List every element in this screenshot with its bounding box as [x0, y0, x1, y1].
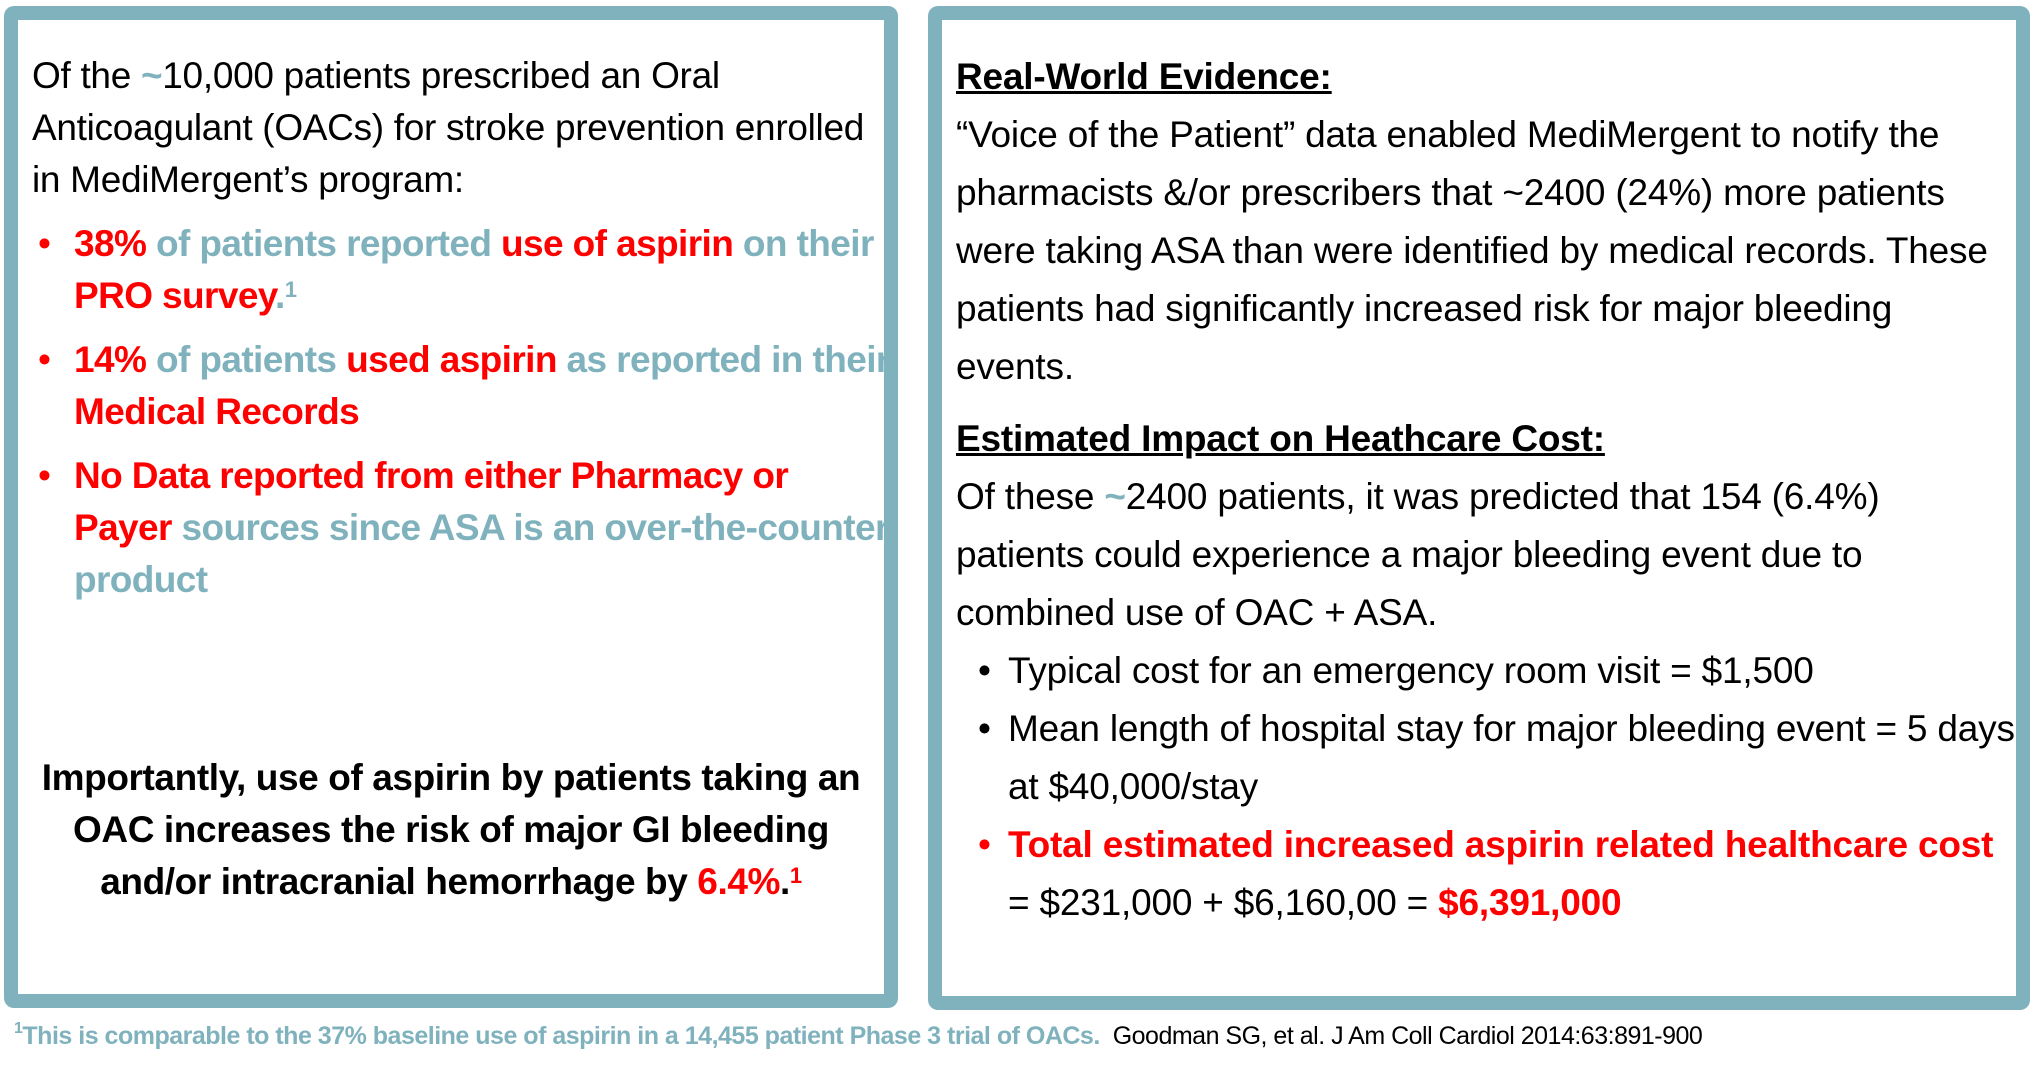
t: 14% — [74, 339, 147, 380]
t: No Data reported from either Pharmacy or… — [74, 455, 789, 548]
t: = $231,000 + $6,160,00 = — [1008, 882, 1439, 923]
t: Total estimated increased aspirin relate… — [1008, 824, 1994, 865]
t: 2400 patients, it was predicted that 154… — [956, 476, 1880, 633]
cost-impact-text: Of these ~2400 patients, it was predicte… — [956, 468, 2016, 642]
finding-medical-records: 14% of patients used aspirin as reported… — [32, 334, 892, 438]
intro-part: 10,000 patients prescribed an Oral Antic… — [32, 55, 865, 200]
evidence-panel: Real-World Evidence: “Voice of the Patie… — [928, 6, 2030, 1010]
patient-program-panel: Of the ~10,000 patients prescribed an Or… — [4, 6, 898, 1008]
finding-no-data: No Data reported from either Pharmacy or… — [32, 450, 892, 606]
importance-statement: Importantly, use of aspirin by patients … — [28, 752, 874, 908]
citation: Goodman SG, et al. J Am Coll Cardiol 201… — [1112, 1022, 1703, 1050]
intro-part: Of the — [32, 55, 141, 96]
t: sources since ASA is an over-the-counter… — [74, 507, 889, 600]
tilde: ~ — [140, 55, 163, 96]
t: of patients reported — [146, 223, 502, 264]
footnote-ref: 1 — [789, 863, 802, 888]
cost-item-hospital: Mean length of hospital stay for major b… — [956, 700, 2016, 816]
total-cost: $6,391,000 — [1438, 882, 1622, 923]
cost-item-total: Total estimated increased aspirin relate… — [956, 816, 2016, 932]
t: Importantly, use of aspirin by patients … — [41, 757, 861, 902]
t: 6.4% — [697, 861, 781, 902]
t: on their — [733, 223, 874, 264]
t: used aspirin — [346, 339, 557, 380]
footnote-ref: 1 — [284, 277, 297, 302]
cost-impact-heading: Estimated Impact on Heathcare Cost: — [956, 418, 1605, 459]
cost-list: Typical cost for an emergency room visit… — [956, 642, 2016, 932]
real-world-evidence-heading: Real-World Evidence: — [956, 56, 1332, 97]
footnote-text: This is comparable to the 37% baseline u… — [22, 1022, 1100, 1050]
t: of patients — [146, 339, 347, 380]
t: . — [275, 275, 285, 316]
t: . — [780, 861, 790, 902]
t: PRO survey — [74, 275, 276, 316]
t: as reported in their — [556, 339, 891, 380]
t: use of aspirin — [501, 223, 734, 264]
t: 38% — [74, 223, 147, 264]
footnote-marker: 1 — [14, 1020, 23, 1037]
t: Medical Records — [74, 391, 360, 432]
finding-pro-survey: 38% of patients reported use of aspirin … — [32, 218, 892, 322]
findings-list: 38% of patients reported use of aspirin … — [32, 218, 892, 618]
cost-item-er: Typical cost for an emergency room visit… — [956, 642, 2016, 700]
intro-text: Of the ~10,000 patients prescribed an Or… — [32, 50, 884, 206]
footnote: 1This is comparable to the 37% baseline … — [14, 1020, 1703, 1051]
t: Of these — [956, 476, 1105, 517]
real-world-evidence-text: “Voice of the Patient” data enabled Medi… — [956, 114, 1988, 387]
tilde: ~ — [1104, 476, 1126, 517]
